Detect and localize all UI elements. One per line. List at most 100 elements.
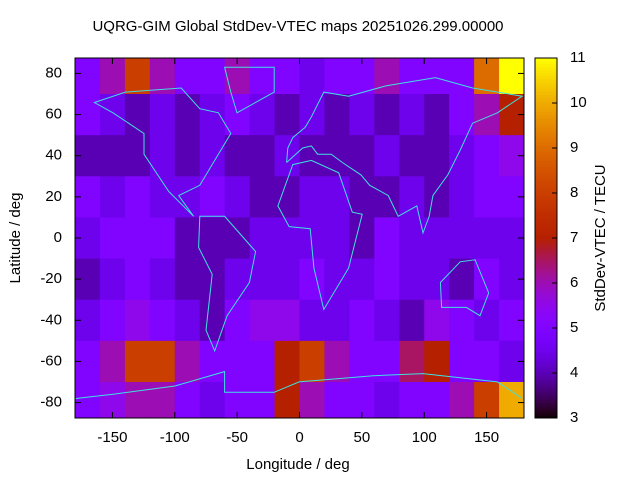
heat-cell (449, 382, 475, 418)
heat-cell (349, 58, 375, 95)
colorbar-step (535, 226, 557, 230)
heat-cell (449, 340, 475, 383)
heat-cell (424, 299, 450, 342)
colorbar-step (535, 238, 557, 242)
heat-cell (149, 340, 176, 383)
colorbar-step (535, 127, 557, 131)
heat-cell (149, 135, 176, 177)
x-tick-label: 0 (295, 429, 303, 446)
heat-cell (249, 340, 276, 383)
colorbar-step (535, 58, 557, 62)
y-tick-label: 0 (54, 229, 62, 246)
heat-cell (224, 176, 251, 218)
colorbar-step (535, 307, 557, 311)
colorbar-step (535, 286, 557, 290)
heat-cell (424, 176, 450, 218)
colorbar-step (535, 223, 557, 227)
colorbar-step (535, 61, 557, 65)
colorbar-step (535, 301, 557, 305)
heat-cell (249, 135, 276, 177)
heat-cell (374, 340, 400, 383)
coastline (93, 87, 232, 217)
colorbar-step (535, 103, 557, 107)
colorbar-tick-label: 5 (570, 319, 578, 336)
colorbar-step (535, 283, 557, 287)
heat-cell (99, 94, 126, 136)
heat-cell (349, 258, 375, 301)
heat-cell (124, 58, 151, 95)
colorbar-step (535, 229, 557, 233)
heat-cell (424, 382, 450, 418)
heat-cell (199, 176, 226, 218)
heat-cell (399, 135, 425, 177)
heat-cell (124, 217, 151, 260)
colorbar-step (535, 145, 557, 149)
heat-cell (449, 176, 475, 218)
heat-cell (424, 94, 450, 136)
heat-cell (174, 382, 201, 418)
heat-cell (349, 94, 375, 136)
heat-cell (399, 94, 425, 136)
colorbar-step (535, 244, 557, 248)
heat-cell (199, 94, 226, 136)
colorbar-step (535, 100, 557, 104)
heat-cell (349, 217, 375, 260)
colorbar-step (535, 277, 557, 281)
colorbar-step (535, 364, 557, 368)
heat-cell (174, 258, 201, 301)
heat-cell (249, 176, 276, 218)
y-tick-label: 20 (45, 188, 62, 205)
heat-cell (399, 58, 425, 95)
y-tick-label: 60 (45, 106, 62, 123)
heat-cell (324, 382, 350, 418)
colorbar-step (535, 124, 557, 128)
heat-cell (399, 258, 425, 301)
heat-cell (299, 58, 325, 95)
y-axis-label: Latitude / deg (7, 193, 24, 284)
colorbar-step (535, 349, 557, 353)
heat-cell (99, 217, 126, 260)
heat-cell (99, 176, 126, 218)
colorbar-step (535, 247, 557, 251)
heat-cell (474, 258, 500, 301)
heat-cell (474, 94, 500, 136)
heat-cell (249, 258, 276, 301)
heat-cell (399, 299, 425, 342)
heat-cell (224, 299, 251, 342)
heat-cell (299, 176, 325, 218)
colorbar-label: StdDev-VTEC / TECU (592, 164, 609, 311)
heat-cell (299, 258, 325, 301)
coastline (277, 159, 363, 311)
heat-cell (224, 58, 251, 95)
heat-cell (449, 94, 475, 136)
colorbar-step (535, 370, 557, 374)
colorbar-step (535, 106, 557, 110)
colorbar-step (535, 142, 557, 146)
heat-cell (474, 299, 500, 342)
colorbar-step (535, 385, 557, 389)
heat-cell (324, 58, 350, 95)
colorbar-step (535, 346, 557, 350)
heat-cell (449, 258, 475, 301)
heat-cell (499, 382, 524, 418)
heat-cell (75, 382, 101, 418)
colorbar-step (535, 340, 557, 344)
heat-cell (75, 58, 101, 95)
colorbar-step (535, 175, 557, 179)
colorbar-step (535, 406, 557, 410)
colorbar-step (535, 88, 557, 92)
heat-cell (324, 258, 350, 301)
heat-cell (174, 176, 201, 218)
colorbar-step (535, 115, 557, 119)
coastline (223, 66, 275, 114)
colorbar-tick-label: 8 (570, 184, 578, 201)
colorbar-step (535, 178, 557, 182)
coastline (198, 215, 257, 353)
heat-cell (299, 340, 325, 383)
heat-cell (149, 94, 176, 136)
heat-cell (249, 217, 276, 260)
heat-cell (299, 135, 325, 177)
heat-cell (424, 135, 450, 177)
heat-cell (274, 217, 300, 260)
x-tick-label: -150 (97, 429, 127, 446)
